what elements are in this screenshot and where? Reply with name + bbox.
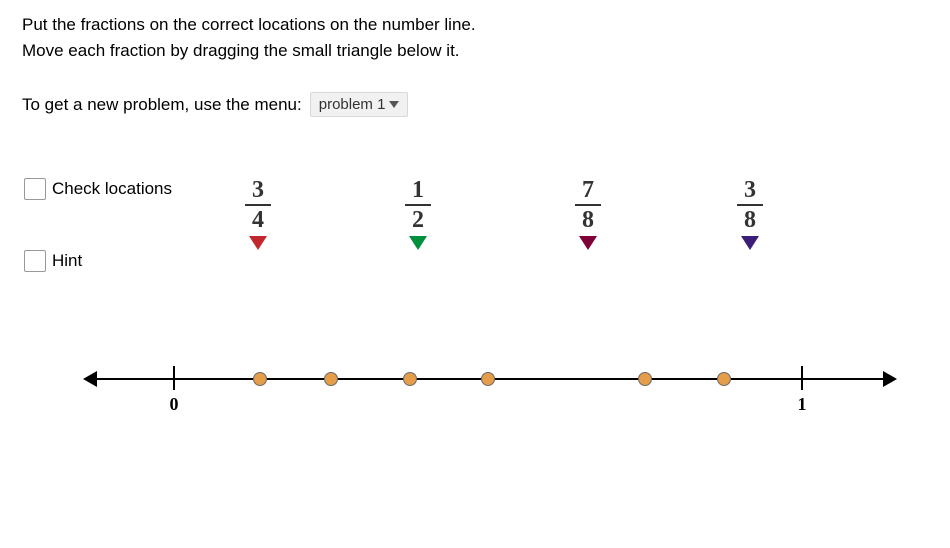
number-line-dot[interactable] [717,372,731,386]
number-line-dot[interactable] [481,372,495,386]
number-line-tick [801,366,803,390]
new-problem-row: To get a new problem, use the menu: prob… [22,92,408,117]
number-line-dot[interactable] [403,372,417,386]
fraction-drag-handle[interactable] [249,236,267,250]
checkbox-icon [24,250,46,272]
new-problem-label: To get a new problem, use the menu: [22,95,302,115]
fraction-token: 78 [573,178,603,232]
hint-checkbox[interactable]: Hint [24,250,82,272]
fraction-numerator: 7 [573,178,603,202]
fraction-drag-handle[interactable] [741,236,759,250]
number-line-dot[interactable] [638,372,652,386]
problem-select[interactable]: problem 1 [310,92,409,117]
fraction-bar [405,204,431,206]
chevron-down-icon [389,101,399,108]
problem-select-value: problem 1 [319,96,386,113]
instructions-block: Put the fractions on the correct locatio… [22,12,476,64]
instruction-line-1: Put the fractions on the correct locatio… [22,12,476,38]
fraction-drag-handle[interactable] [409,236,427,250]
fraction-drag-handle[interactable] [579,236,597,250]
fraction-bar [737,204,763,206]
check-locations-label: Check locations [52,179,172,199]
fraction-denominator: 2 [403,208,433,232]
fraction-denominator: 4 [243,208,273,232]
fraction-numerator: 3 [735,178,765,202]
check-locations-checkbox[interactable]: Check locations [24,178,172,200]
fraction-token: 38 [735,178,765,232]
fraction-token: 34 [243,178,273,232]
hint-label: Hint [52,251,82,271]
number-line-tick-label: 1 [798,394,807,415]
instruction-line-2: Move each fraction by dragging the small… [22,38,476,64]
fraction-denominator: 8 [735,208,765,232]
number-line-dot[interactable] [324,372,338,386]
arrow-right-icon [883,371,897,387]
fraction-numerator: 1 [403,178,433,202]
arrow-left-icon [83,371,97,387]
fraction-bar [575,204,601,206]
fraction-denominator: 8 [573,208,603,232]
fraction-token: 12 [403,178,433,232]
number-line-tick-label: 0 [170,394,179,415]
fraction-numerator: 3 [243,178,273,202]
checkbox-icon [24,178,46,200]
number-line-tick [173,366,175,390]
number-line-dot[interactable] [253,372,267,386]
fraction-bar [245,204,271,206]
